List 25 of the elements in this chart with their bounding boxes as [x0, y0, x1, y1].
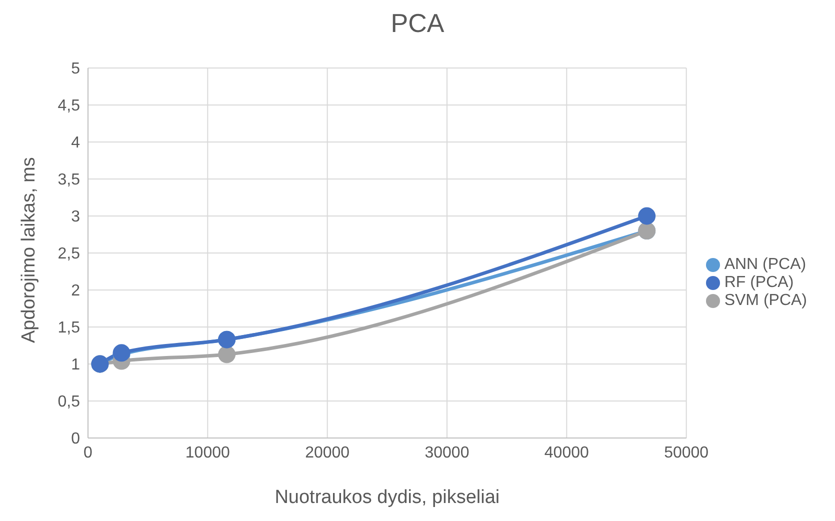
legend-label: RF (PCA) [724, 274, 794, 291]
legend-label: ANN (PCA) [724, 256, 806, 273]
point [218, 346, 236, 364]
y-tick-label: 1,5 [58, 320, 80, 337]
x-tick-label: 10000 [185, 444, 230, 462]
x-tick-label: 0 [84, 444, 93, 462]
x-tick-label: 50000 [664, 444, 709, 462]
x-axis-title: Nuotraukos dydis, pikseliai [274, 487, 500, 508]
x-tick-label: 30000 [424, 444, 470, 462]
y-tick-label: 2,5 [58, 246, 80, 263]
y-tick-label: 2 [71, 282, 80, 300]
y-tick-label: 3,5 [58, 172, 80, 189]
chart-title: PCA [390, 8, 446, 40]
legend-label: SVM (PCA) [724, 292, 807, 309]
point [638, 207, 656, 225]
y-tick-label: 1 [71, 356, 80, 374]
y-tick-label: 3 [71, 208, 80, 226]
y-tick-label: 5 [71, 60, 80, 78]
y-tick-label: 0,5 [58, 394, 80, 411]
y-tick-label: 4 [71, 134, 80, 152]
x-tick-label: 40000 [544, 444, 590, 462]
x-tick-label: 20000 [305, 444, 350, 462]
y-tick-label: 0 [71, 430, 80, 448]
y-axis-title: Apdorojimo laikas, ms [18, 157, 40, 343]
y-tick-label: 4,5 [58, 98, 80, 115]
